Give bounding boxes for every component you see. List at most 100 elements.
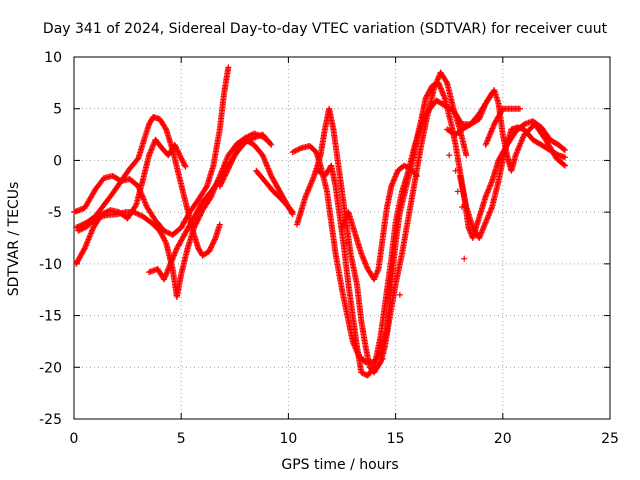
data-point [173,144,180,151]
data-point [176,151,183,158]
data-point [203,184,210,191]
series-arc-13 [456,124,568,241]
data-point [268,141,275,148]
data-point [211,236,218,243]
data-point [172,143,179,150]
data-point [561,147,568,154]
y-tick-label: 10 [44,50,62,66]
y-tick-label: -10 [39,257,62,273]
data-point [225,64,232,71]
data-points [71,64,568,379]
data-point [206,248,213,255]
data-point [162,238,169,245]
data-point [216,221,223,228]
series-arc-3 [73,136,189,267]
data-point [210,239,217,246]
data-point [193,220,200,227]
data-point [413,171,420,178]
data-point [396,291,403,298]
data-point [222,172,229,179]
data-point [222,171,229,178]
data-point [198,209,205,216]
data-point [174,147,181,154]
data-point [175,149,182,156]
data-point [461,255,468,262]
data-point [218,180,225,187]
series-arc-12 [444,87,568,174]
data-point [196,213,203,220]
data-point [560,161,567,168]
data-point [370,365,377,372]
x-tick-label: 0 [70,431,79,447]
data-point [197,211,204,218]
data-point [343,240,350,247]
data-point [223,169,230,176]
data-point [208,243,215,250]
y-axis-label: SDTVAR / TECUs [6,182,22,297]
series-arc-4 [75,130,273,300]
axis-ticks: 0 5 10 15 20 25 10 5 0 -5 -10 -15 -20 -25 [39,50,619,447]
data-point [174,148,181,155]
x-tick-label: 20 [494,431,512,447]
series-scatter-fringe [343,152,468,363]
plot-frame [73,56,611,420]
data-point [452,167,459,174]
data-point [379,356,386,363]
data-point [73,224,80,231]
data-point [459,203,466,210]
data-point [224,168,231,175]
data-point [195,215,202,222]
data-point [463,152,470,159]
y-tick-label: -25 [39,412,62,428]
data-point [217,181,224,188]
x-tick-label: 10 [279,431,297,447]
data-point [516,105,523,112]
data-point [358,353,365,360]
series-arc-7 [253,167,296,218]
data-point [221,173,228,180]
data-point [220,176,227,183]
data-point [182,163,189,170]
data-point [171,141,178,148]
y-tick-label: 5 [53,102,62,118]
data-point [176,152,183,159]
data-point [376,360,383,367]
data-point [192,221,199,228]
data-point [216,183,223,190]
data-point [561,154,568,161]
data-point [193,219,200,226]
data-point [132,203,139,210]
data-point [162,125,169,132]
data-point [224,167,231,174]
data-point [209,240,216,247]
data-point [74,224,81,231]
data-point [181,162,188,169]
y-tick-label: -20 [39,360,62,376]
data-point [211,237,218,244]
data-point [446,152,453,159]
data-point [81,246,88,253]
series-arc-14 [482,105,523,148]
y-tick-label: -15 [39,309,62,325]
x-tick-label: 15 [387,431,405,447]
data-point [194,217,201,224]
x-tick-label: 5 [177,431,186,447]
data-point [195,216,202,223]
data-point [267,140,274,147]
data-point [191,224,198,231]
data-point [454,188,461,195]
data-point [191,223,198,230]
data-point [209,241,216,248]
data-point [197,212,204,219]
data-point [289,211,296,218]
data-point [207,245,214,252]
data-point [173,145,180,152]
data-point [219,177,226,184]
data-point [218,179,225,186]
data-point [560,146,567,153]
x-tick-label: 25 [601,431,619,447]
data-point [220,175,227,182]
data-point [208,244,215,251]
data-point [443,78,450,85]
